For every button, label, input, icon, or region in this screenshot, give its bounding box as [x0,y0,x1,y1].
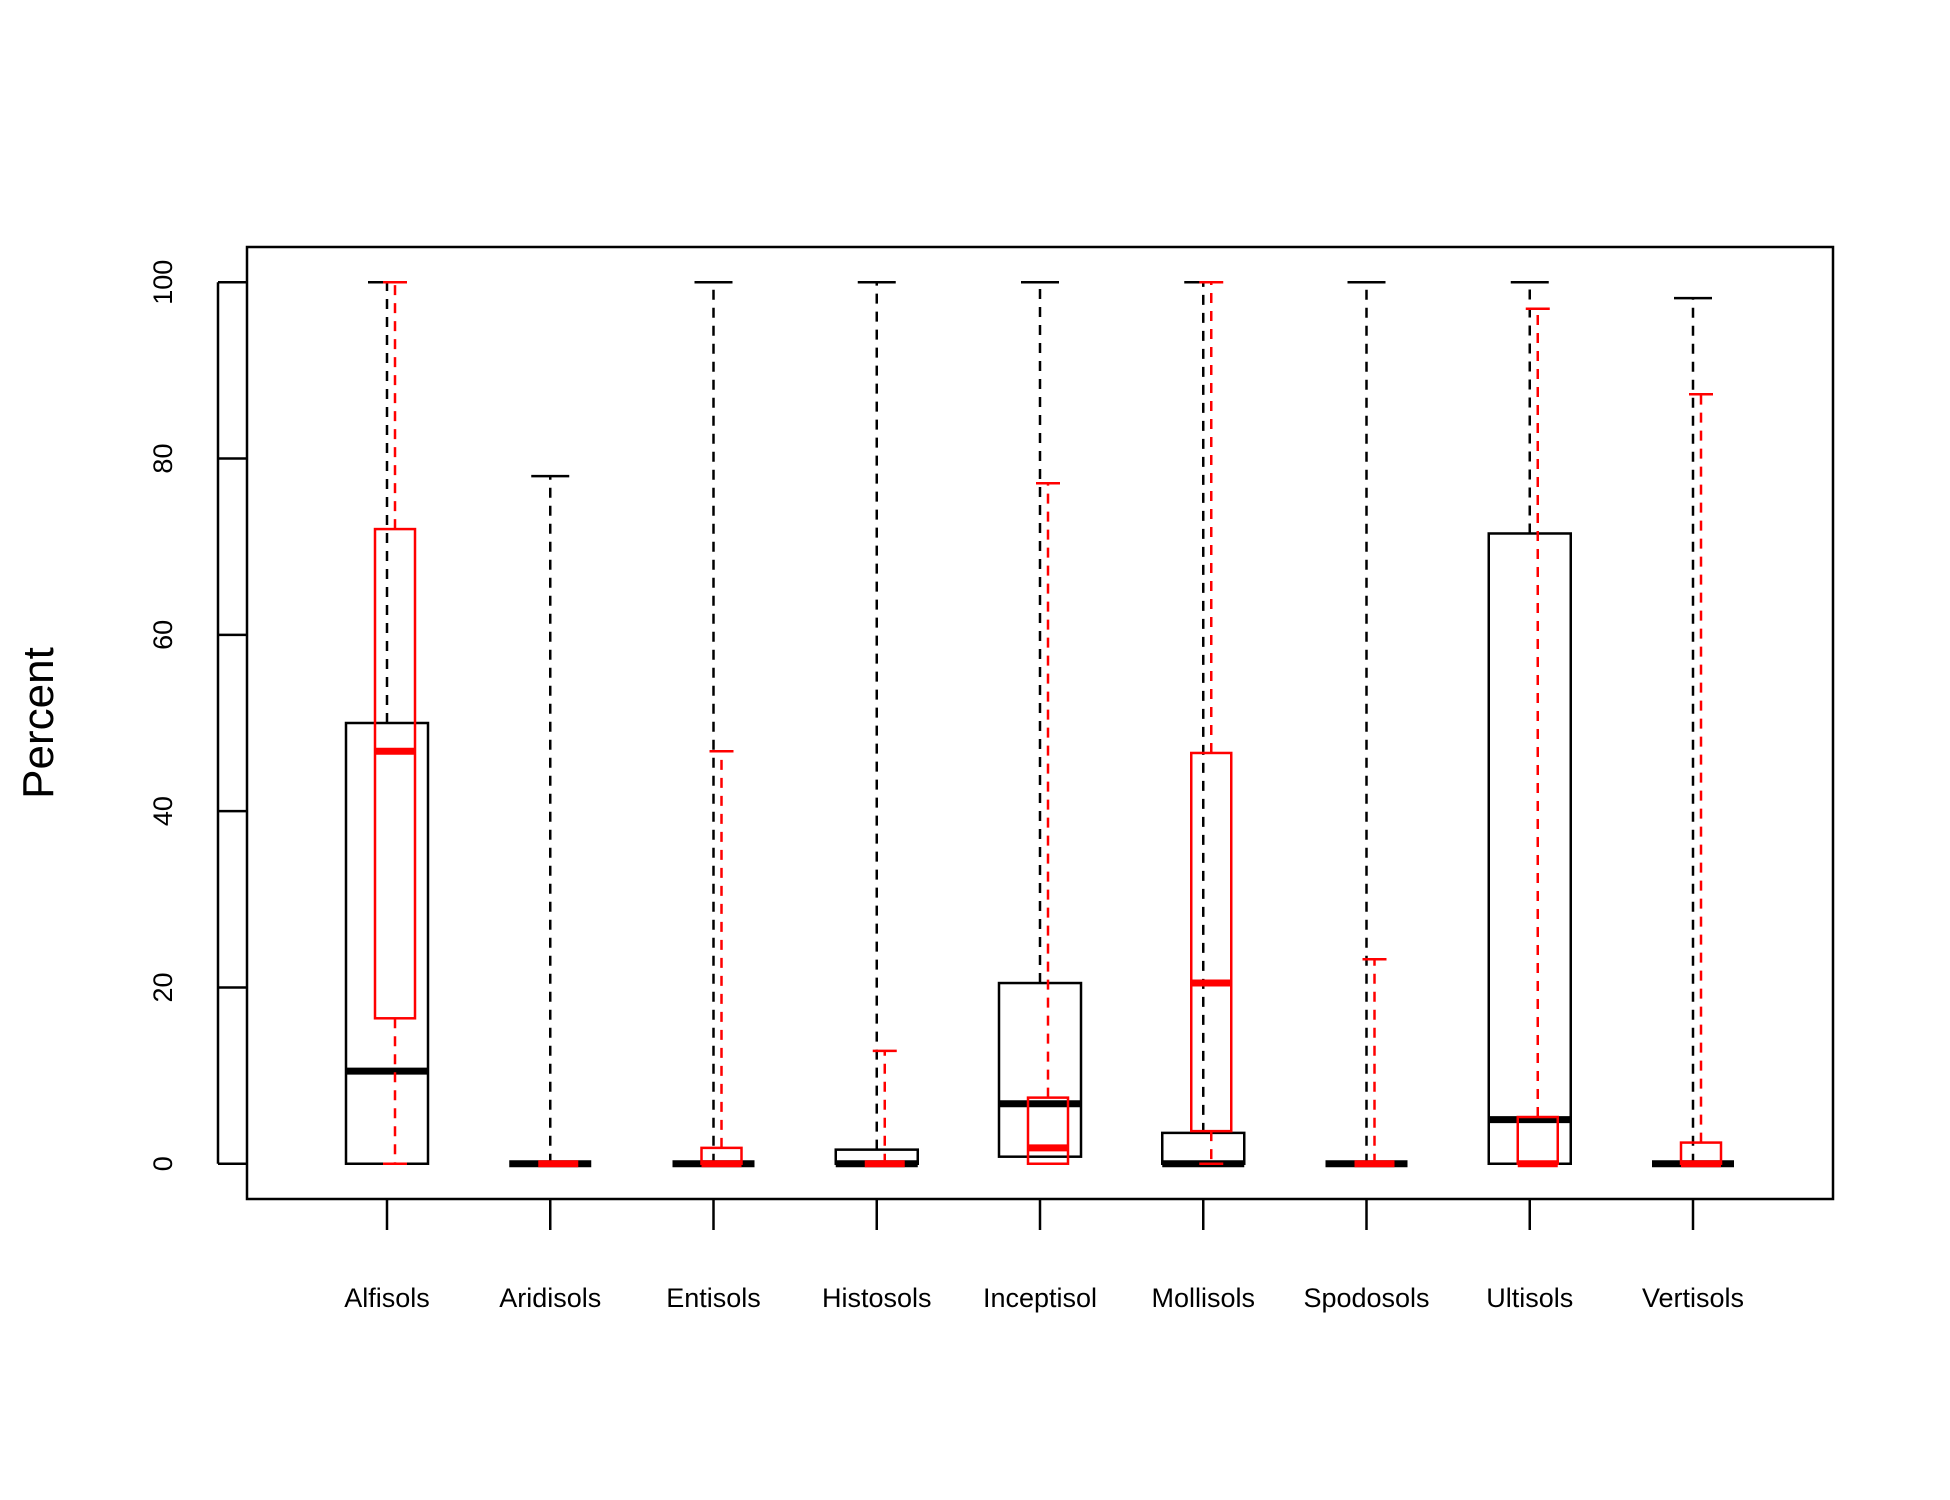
box-group-red [373,281,417,1165]
x-tick-label: Mollisols [1151,1283,1255,1313]
box-group-red [1516,307,1559,1168]
box [373,527,417,1020]
box-group-black [997,281,1083,1158]
box [1161,1131,1246,1165]
x-tick-label: Alfisols [344,1283,430,1313]
y-tick-label: 60 [148,620,178,650]
box-group-black [1325,281,1408,1168]
box [1190,751,1233,1133]
box-group-black [1652,296,1734,1168]
box-group-red [1190,281,1233,1165]
y-tick-label: 0 [148,1156,178,1171]
x-tick-label: Histosols [822,1283,932,1313]
box [1487,532,1572,1165]
y-tick-label: 80 [148,444,178,474]
x-tick-label: Entisols [666,1283,761,1313]
box-group-red [1679,392,1723,1168]
y-tick-label: 100 [148,260,178,305]
box-group-red [1026,481,1070,1165]
box-group-black [509,474,592,1168]
box-group-black [1487,281,1572,1165]
box [997,981,1083,1158]
y-tick-label: 20 [148,972,178,1002]
box-group-red [864,1049,905,1168]
box-group-red [700,749,743,1168]
x-tick-label: Aridisols [499,1283,601,1313]
box-groups [344,281,1734,1168]
y-axis: 0 20 40 60 80 100 [148,260,247,1171]
box [1516,1115,1559,1165]
x-tick-label: Inceptisol [983,1283,1097,1313]
box-group-red [1354,957,1395,1168]
box [1026,1096,1070,1165]
y-tick-label: 40 [148,796,178,826]
y-axis-label: Percent [14,647,63,799]
box-group-black [672,281,755,1168]
x-tick-label: Vertisols [1642,1283,1744,1313]
x-tick-label: Ultisols [1486,1283,1573,1313]
box-group-black [834,281,919,1168]
x-axis: Alfisols Aridisols Entisols Histosols Incept… [344,1199,1744,1313]
x-tick-label: Spodosols [1303,1283,1429,1313]
